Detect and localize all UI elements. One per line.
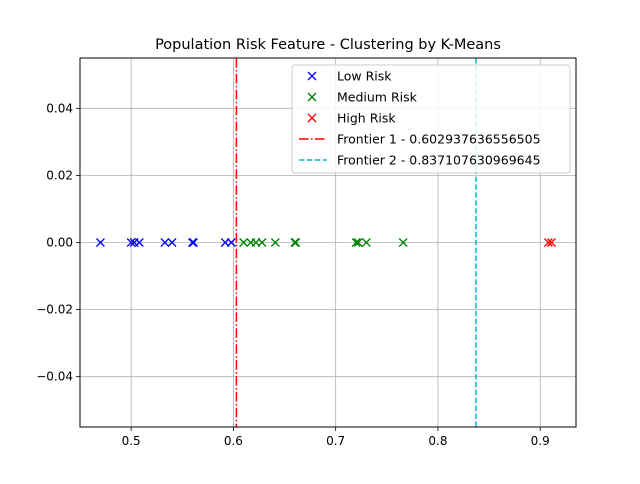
marker-stroke: [290, 238, 300, 247]
marker-stroke: [546, 238, 556, 247]
marker-stroke: [188, 238, 197, 247]
marker-stroke: [257, 238, 267, 247]
legend-label-high-risk: High Risk: [337, 111, 396, 126]
high-risk-point: [543, 238, 553, 247]
marker-stroke: [239, 238, 249, 247]
legend-box: [291, 64, 571, 174]
legend-marker-high-risk: [307, 113, 317, 123]
medium-risk-point: [398, 238, 408, 247]
marker-stroke: [307, 92, 317, 102]
marker-stroke: [291, 238, 301, 247]
marker-stroke: [126, 238, 136, 247]
marker-stroke: [270, 238, 280, 247]
data-points: [95, 238, 556, 247]
medium-risk-point: [270, 238, 280, 247]
legend-label-frontier-1: Frontier 1 - 0.602937636556505: [337, 132, 541, 147]
marker-stroke: [361, 238, 371, 247]
medium-risk-point: [361, 238, 371, 247]
legend-label-low-risk: Low Risk: [337, 69, 392, 84]
legend-label-medium-risk: Medium Risk: [337, 90, 418, 105]
low-risk-point: [189, 238, 198, 247]
x-tick-label: 0.6: [224, 434, 243, 448]
marker-stroke: [543, 238, 553, 247]
legend-marker-medium-risk: [307, 92, 317, 102]
low-risk-point: [134, 238, 144, 247]
marker-stroke: [189, 238, 198, 247]
low-risk-point: [95, 238, 105, 247]
y-tick-label: −0.04: [36, 370, 73, 384]
medium-risk-point: [351, 238, 361, 247]
y-tick-label: 0.00: [46, 236, 73, 250]
low-risk-point: [126, 238, 136, 247]
low-risk-point: [167, 238, 177, 247]
marker-stroke: [307, 71, 317, 81]
medium-risk-point: [291, 238, 301, 247]
medium-risk-point: [239, 238, 249, 247]
low-risk-point: [160, 238, 170, 247]
x-tick-label: 0.5: [122, 434, 141, 448]
marker-stroke: [351, 238, 361, 247]
marker-stroke: [398, 238, 408, 247]
x-tick-label: 0.9: [531, 434, 550, 448]
legend: Low Risk Medium Risk High Risk Frontier 1 -…: [291, 64, 571, 174]
low-risk-point: [226, 238, 236, 247]
axis-ticks: 0.5 0.6 0.7 0.8 0.9 0.04 0.02 0.00 −0.02 −0.04: [36, 101, 550, 448]
medium-risk-point: [353, 238, 363, 247]
chart-title: Population Risk Feature - Clustering by …: [155, 37, 501, 53]
y-tick-label: 0.04: [46, 101, 73, 115]
x-tick-label: 0.8: [428, 434, 447, 448]
legend-label-frontier-2: Frontier 2 - 0.837107630969645: [337, 153, 541, 168]
marker-stroke: [353, 238, 363, 247]
high-risk-point: [546, 238, 556, 247]
low-risk-point: [188, 238, 197, 247]
legend-marker-low-risk: [307, 71, 317, 81]
marker-stroke: [160, 238, 170, 247]
x-tick-label: 0.7: [326, 434, 345, 448]
marker-stroke: [307, 113, 317, 123]
medium-risk-point: [257, 238, 267, 247]
marker-stroke: [167, 238, 177, 247]
marker-stroke: [95, 238, 105, 247]
medium-risk-point: [290, 238, 300, 247]
marker-stroke: [134, 238, 144, 247]
frontier-lines: [235, 58, 477, 427]
y-tick-label: −0.02: [36, 303, 73, 317]
marker-stroke: [226, 238, 236, 247]
y-tick-label: 0.02: [46, 168, 73, 182]
